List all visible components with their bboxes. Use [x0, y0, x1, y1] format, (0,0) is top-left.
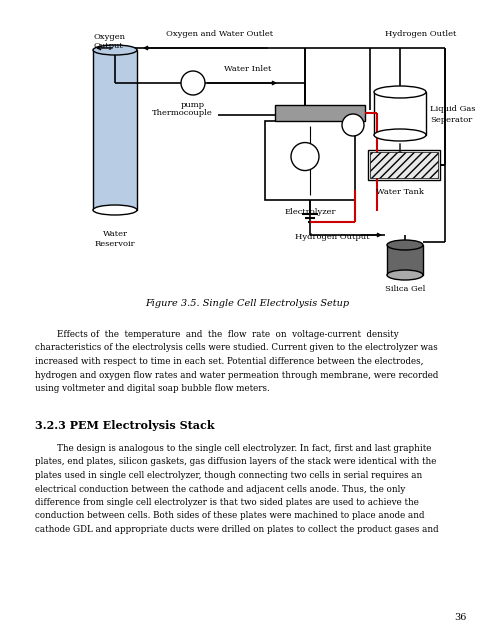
Text: Output: Output: [93, 42, 123, 50]
Text: Silica Gel: Silica Gel: [385, 285, 425, 293]
Text: V: V: [301, 152, 308, 161]
Text: Water: Water: [102, 230, 128, 238]
Bar: [275, 105, 365, 121]
Circle shape: [342, 114, 364, 136]
Text: Thermocouple: Thermocouple: [152, 109, 213, 117]
Text: Liquid Gas: Liquid Gas: [430, 105, 476, 113]
Text: using voltmeter and digital soap bubble flow meters.: using voltmeter and digital soap bubble …: [35, 384, 270, 393]
Text: hydrogen and oxygen flow rates and water permeation through membrane, were recor: hydrogen and oxygen flow rates and water…: [35, 371, 439, 380]
Bar: [370, 152, 438, 178]
Text: increased with respect to time in each set. Potential difference between the ele: increased with respect to time in each s…: [35, 357, 424, 366]
Ellipse shape: [387, 270, 423, 280]
Text: cathode GDL and appropriate ducts were drilled on plates to collect the product : cathode GDL and appropriate ducts were d…: [35, 525, 439, 534]
Text: 36: 36: [454, 614, 466, 623]
Text: conduction between cells. Both sides of these plates were machined to place anod: conduction between cells. Both sides of …: [35, 511, 425, 520]
Text: Hydrogen Outlet: Hydrogen Outlet: [385, 30, 456, 38]
Text: The design is analogous to the single cell electrolyzer. In fact, first and last: The design is analogous to the single ce…: [35, 444, 431, 453]
Text: Hydrogen Output: Hydrogen Output: [295, 233, 369, 241]
Text: Electrolyzer: Electrolyzer: [284, 208, 336, 216]
Text: Figure 3.5. Single Cell Electrolysis Setup: Figure 3.5. Single Cell Electrolysis Set…: [145, 298, 349, 307]
Ellipse shape: [387, 240, 423, 250]
Text: Effects of  the  temperature  and  the  flow  rate  on  voltage-current  density: Effects of the temperature and the flow …: [35, 330, 399, 339]
Text: difference from single cell electrolyzer is that two sided plates are used to ac: difference from single cell electrolyzer…: [35, 498, 419, 507]
Ellipse shape: [93, 45, 137, 55]
Bar: [265, 121, 355, 200]
Text: plates used in single cell electrolyzer, though connecting two cells in serial r: plates used in single cell electrolyzer,…: [35, 471, 422, 480]
Circle shape: [181, 71, 205, 95]
Text: plates, end plates, silicon gaskets, gas diffusion layers of the stack were iden: plates, end plates, silicon gaskets, gas…: [35, 458, 437, 467]
Text: electrical conduction between the cathode and adjacent cells anode. Thus, the on: electrical conduction between the cathod…: [35, 484, 405, 493]
Bar: [387, 245, 423, 275]
Text: Oxygen and Water Outlet: Oxygen and Water Outlet: [166, 30, 274, 38]
Ellipse shape: [374, 129, 426, 141]
Text: pump: pump: [181, 101, 205, 109]
Text: Water Inlet: Water Inlet: [224, 65, 272, 73]
Circle shape: [291, 143, 319, 170]
Text: characteristics of the electrolysis cells were studied. Current given to the ele: characteristics of the electrolysis cell…: [35, 344, 438, 353]
Bar: [374, 92, 426, 135]
Ellipse shape: [374, 86, 426, 98]
Bar: [93, 50, 137, 210]
Text: A: A: [350, 121, 356, 129]
Bar: [368, 150, 440, 180]
Text: Oxygen: Oxygen: [93, 33, 125, 41]
Ellipse shape: [93, 205, 137, 215]
Text: Seperator: Seperator: [430, 116, 472, 124]
Text: Reservoir: Reservoir: [95, 240, 135, 248]
Text: Water Tank: Water Tank: [376, 188, 424, 196]
Text: 3.2.3 PEM Electrolysis Stack: 3.2.3 PEM Electrolysis Stack: [35, 420, 215, 431]
